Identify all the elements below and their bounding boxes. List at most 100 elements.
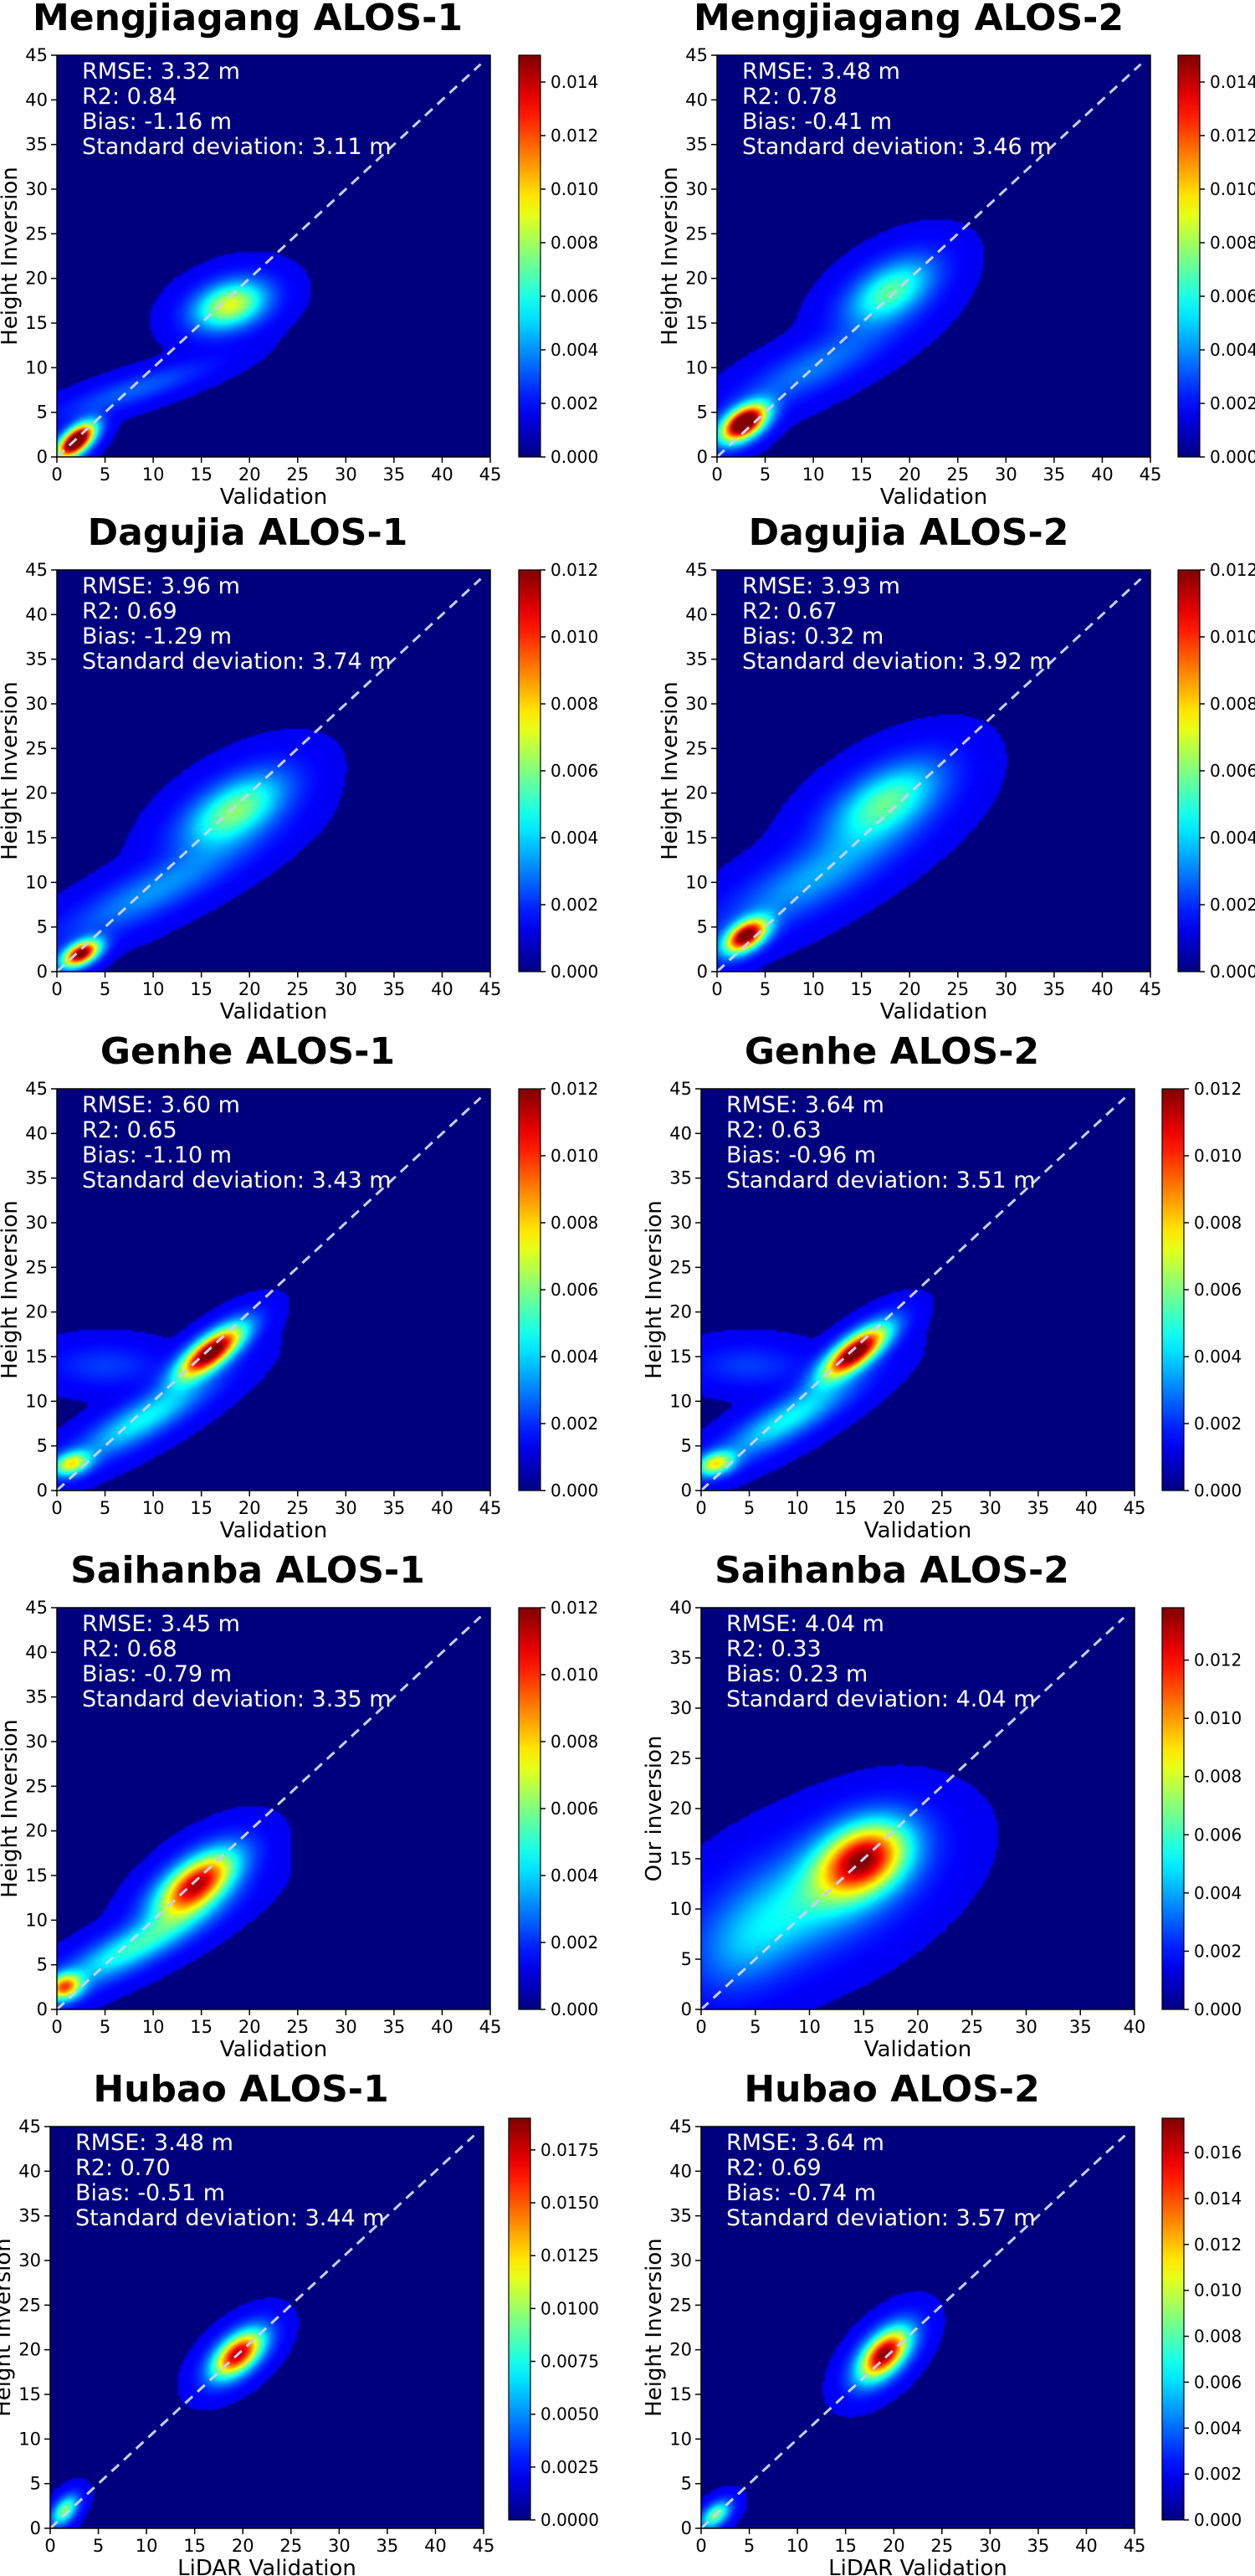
plot-frame (700, 1088, 1135, 1491)
colorbar-tick-label: 0.000 (1194, 1480, 1242, 1501)
x-tick-label: 25 (946, 464, 969, 485)
panel-4: Dagujia ALOS-2 0 5 10 15 20 25 30 35 40 45 0 5 10 15 20… (658, 511, 1255, 1024)
y-tick-label: 45 (18, 2117, 41, 2137)
y-tick-label: 40 (685, 90, 708, 110)
x-tick-label: 0 (51, 2017, 62, 2037)
colorbar-tick-label: 0.010 (551, 1665, 598, 1685)
colorbar-tick-label: 0.002 (551, 895, 598, 915)
y-tick-label: 0 (37, 962, 48, 982)
x-tick-label: 40 (431, 979, 453, 999)
x-tick-label: 35 (383, 1498, 406, 1518)
one-to-one-line (49, 2134, 475, 2530)
x-tick-label: 0 (51, 464, 62, 485)
colorbar-tick-label: 0.0175 (540, 2140, 599, 2160)
colorbar-tick-label: 0.0050 (540, 2404, 599, 2425)
x-tick-label: 25 (286, 979, 309, 999)
colorbar-tick-label: 0.002 (551, 1932, 598, 1953)
y-tick-label: 45 (25, 45, 48, 65)
y-tick-label: 25 (669, 1257, 692, 1277)
panel-7: Saihanba ALOS-1 0 5 10 15 20 25 30 35 40 45 0 5 10 15 2… (0, 1549, 598, 2062)
stats-line: Bias: 0.23 m (726, 1661, 868, 1687)
panel-title: Mengjiagang ALOS-1 (33, 0, 463, 39)
y-tick-label: 45 (25, 1079, 48, 1099)
colorbar-tick-label: 0.010 (1210, 627, 1255, 647)
x-tick-label: 25 (286, 1498, 309, 1518)
x-tick-label: 20 (238, 979, 261, 999)
y-tick-label: 10 (669, 2429, 692, 2449)
x-tick-label: 40 (431, 1498, 453, 1518)
x-axis-label: Validation (220, 1518, 327, 1543)
y-tick-label: 30 (669, 1698, 692, 1718)
colorbar-tick-label: 0.002 (1194, 2464, 1242, 2484)
x-tick-label: 15 (850, 464, 873, 485)
y-tick-label: 35 (25, 649, 48, 670)
x-tick-label: 5 (100, 1498, 110, 1518)
y-tick-label: 40 (669, 1598, 692, 1618)
stats-line: R2: 0.68 (82, 1636, 177, 1662)
colorbar-tick-label: 0.000 (551, 1480, 598, 1501)
y-axis-label: Height Inversion (642, 2238, 667, 2417)
x-tick-label: 20 (899, 464, 921, 485)
y-axis-label: Height Inversion (658, 167, 683, 346)
x-tick-label: 25 (946, 979, 969, 999)
y-tick-label: 35 (669, 2206, 692, 2226)
x-tick-label: 10 (786, 2536, 809, 2556)
x-tick-label: 10 (802, 979, 825, 999)
x-tick-label: 30 (979, 2536, 1001, 2556)
x-tick-label: 20 (238, 2017, 261, 2037)
panel-6: Genhe ALOS-2 0 5 10 15 20 25 30 35 40 45 0 5 10 15 20 25… (642, 1030, 1242, 1543)
one-to-one-line (699, 2134, 1126, 2530)
colorbar (518, 54, 541, 458)
colorbar-tick-label: 0.006 (1210, 286, 1255, 306)
colorbar-tick-label: 0.008 (1194, 2327, 1242, 2347)
y-tick-label: 30 (669, 2250, 692, 2271)
colorbar-tick-label: 0.006 (551, 1280, 598, 1300)
y-tick-label: 45 (25, 560, 48, 580)
colorbar-tick-label: 0.008 (1194, 1213, 1242, 1233)
colorbar-tick-label: 0.002 (1194, 1941, 1242, 1961)
colorbar (1177, 54, 1201, 458)
colorbar-tick-label: 0.006 (1194, 1280, 1242, 1300)
stats-line: RMSE: 3.45 m (82, 1611, 240, 1637)
colorbar-tick-label: 0.004 (551, 340, 598, 360)
colorbar-tick-label: 0.004 (1210, 340, 1255, 360)
y-tick-label: 35 (685, 135, 708, 155)
colorbar-tick-label: 0.010 (1194, 2281, 1242, 2301)
colorbar (1161, 2117, 1185, 2521)
stats-line: R2: 0.33 (726, 1636, 822, 1662)
colorbar-tick-label: 0.016 (1194, 2142, 1242, 2163)
colorbar-tick-label: 0.010 (1194, 1146, 1242, 1166)
one-to-one-line (699, 1616, 1125, 2011)
x-tick-label: 10 (136, 2536, 158, 2556)
x-tick-label: 35 (1043, 979, 1066, 999)
x-tick-label: 20 (883, 2536, 905, 2556)
y-tick-label: 0 (30, 2518, 41, 2538)
y-tick-label: 10 (669, 1391, 692, 1411)
colorbar-tick-label: 0.006 (551, 761, 598, 781)
y-tick-label: 30 (18, 2250, 41, 2271)
stats-line: RMSE: 3.32 m (82, 59, 240, 85)
colorbar-tick-label: 0.006 (551, 1799, 598, 1819)
x-axis-label: Validation (880, 485, 987, 510)
x-tick-label: 0 (711, 464, 722, 485)
y-tick-label: 45 (685, 45, 708, 65)
colorbar-tick-label: 0.008 (551, 233, 598, 253)
y-tick-label: 20 (685, 783, 708, 803)
x-tick-label: 15 (190, 1498, 213, 1518)
x-tick-label: 25 (279, 2536, 302, 2556)
x-tick-label: 20 (232, 2536, 254, 2556)
stats-line: Standard deviation: 3.35 m (82, 1686, 392, 1712)
x-tick-label: 40 (1091, 464, 1114, 485)
y-tick-label: 45 (685, 560, 708, 580)
x-tick-label: 45 (479, 1498, 502, 1518)
y-tick-label: 25 (669, 1748, 692, 1768)
colorbar-tick-label: 0.010 (551, 627, 598, 647)
x-tick-label: 5 (744, 2536, 755, 2556)
x-tick-label: 5 (100, 979, 110, 999)
x-tick-label: 45 (1140, 979, 1162, 999)
y-tick-label: 0 (37, 1999, 48, 2019)
stats-line: Standard deviation: 3.43 m (82, 1167, 392, 1193)
panel-title: Hubao ALOS-2 (744, 2068, 1039, 2111)
stats-line: Standard deviation: 3.44 m (75, 2205, 385, 2231)
colorbar (518, 1088, 541, 1491)
